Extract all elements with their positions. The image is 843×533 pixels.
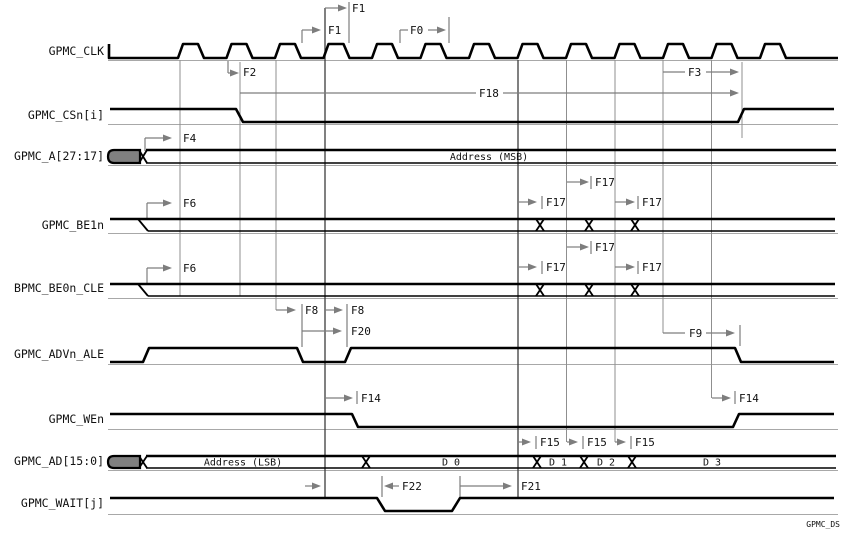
signal-gpmc-be1n-crossover <box>630 218 640 232</box>
timing-param-label: F1 <box>328 24 341 37</box>
timing-param-label: F18 <box>479 87 499 100</box>
dimension-arrowhead <box>569 438 578 446</box>
signal-gpmc-advn-ale <box>110 346 834 364</box>
bus-gpmc-a-unknown-segment <box>106 148 142 165</box>
dimension-arrowhead <box>730 68 739 76</box>
signal-gpmc-be1n-crossover <box>535 218 545 232</box>
timing-param-label: F2 <box>243 66 256 79</box>
timing-param-label: F15 <box>540 436 560 449</box>
dimension-arrowhead <box>312 26 321 34</box>
timing-param-label: F17 <box>546 196 566 209</box>
bus-gpmc-ad-value-label: Address (LSB) <box>204 458 282 469</box>
timing-param-label: F14 <box>361 392 381 405</box>
timing-param-label: F4 <box>183 132 197 145</box>
signal-name-label: GPMC_CLK <box>49 44 104 58</box>
dimension-arrowhead <box>528 198 537 206</box>
timing-param-label: F21 <box>521 480 541 493</box>
signal-name-label: BPMC_BE0n_CLE <box>14 281 104 295</box>
dimension-arrowhead <box>287 306 296 314</box>
dimension-arrowhead <box>163 199 172 207</box>
bus-gpmc-a-crossover <box>138 149 148 164</box>
dimension-arrowhead <box>626 198 635 206</box>
signal-gpmc-wait <box>110 496 834 513</box>
signal-name-label: GPMC_A[27:17] <box>14 149 104 163</box>
dimension-arrowhead <box>384 482 393 490</box>
dimension-arrowhead <box>312 482 321 490</box>
dimension-arrowhead <box>333 327 342 335</box>
bus-gpmc-ad-crossover <box>627 455 637 469</box>
bus-gpmc-ad-crossover <box>361 455 371 469</box>
timing-param-label: F3 <box>688 66 701 79</box>
timing-param-label: F15 <box>635 436 655 449</box>
signal-gpmc-wen <box>110 412 834 429</box>
signal-name-label: GPMC_CSn[i] <box>28 108 104 122</box>
signal-gpmc-csn <box>110 107 834 124</box>
dimension-arrowhead <box>726 329 735 337</box>
timing-param-label: F20 <box>351 325 371 338</box>
timing-param-label: F9 <box>689 327 702 340</box>
signal-gpmc-be0n-cle-crossover <box>535 283 545 297</box>
signal-gpmc-be1n-split <box>137 218 149 232</box>
dimension-arrowhead <box>580 178 589 186</box>
dimension-arrowhead <box>338 4 347 12</box>
timing-param-label: F22 <box>402 480 422 493</box>
timing-param-label: F6 <box>183 197 196 210</box>
bus-gpmc-ad-crossover <box>579 455 589 469</box>
signal-name-label: GPMC_WAIT[j] <box>21 496 104 510</box>
bus-gpmc-ad-value-label: D 3 <box>703 458 721 469</box>
timing-param-label: F8 <box>351 304 364 317</box>
dimension-arrowhead <box>722 394 731 402</box>
dimension-arrowhead <box>730 89 739 97</box>
dimension-arrowhead <box>580 243 589 251</box>
timing-param-label: F0 <box>410 24 423 37</box>
bus-gpmc-ad-crossover <box>138 455 148 469</box>
dimension-arrowhead <box>437 26 446 34</box>
timing-param-label: F17 <box>595 241 615 254</box>
signal-gpmc-be0n-cle-crossover <box>584 283 594 297</box>
bus-gpmc-ad-value-label: D 0 <box>442 458 460 469</box>
dimension-arrowhead <box>626 263 635 271</box>
bus-gpmc-ad-unknown-segment <box>106 454 142 470</box>
signal-name-label: GPMC_AD[15:0] <box>14 454 104 468</box>
timing-param-label: F8 <box>305 304 318 317</box>
dimension-arrowhead <box>503 482 512 490</box>
figure-id-note: GPMC_DS <box>806 520 840 529</box>
dimension-arrowhead <box>617 438 626 446</box>
dimension-arrowhead <box>230 69 239 77</box>
signal-name-label: GPMC_ADVn_ALE <box>14 347 104 361</box>
timing-param-label: F15 <box>587 436 607 449</box>
signal-name-label: GPMC_BE1n <box>42 218 104 232</box>
timing-param-label: F1 <box>352 2 365 15</box>
bus-gpmc-ad-crossover <box>532 455 542 469</box>
signal-gpmc-be1n-crossover <box>584 218 594 232</box>
dimension-arrowhead <box>522 438 531 446</box>
timing-param-label: F17 <box>642 261 662 274</box>
timing-param-label: F6 <box>183 262 196 275</box>
signal-name-label: GPMC_WEn <box>49 412 104 426</box>
signal-gpmc-be0n-cle-crossover <box>630 283 640 297</box>
signal-gpmc-clk <box>107 42 838 60</box>
dimension-arrowhead <box>163 264 172 272</box>
dimension-arrowhead <box>344 394 353 402</box>
timing-param-label: F14 <box>739 392 759 405</box>
dimension-arrowhead <box>334 306 343 314</box>
dimension-arrowhead <box>163 134 172 142</box>
signal-gpmc-be0n-cle-split <box>137 283 149 297</box>
bus-gpmc-ad-value-label: D 2 <box>597 458 615 469</box>
bus-gpmc-ad-value-label: D 1 <box>549 458 567 469</box>
timing-param-label: F17 <box>595 176 615 189</box>
bus-gpmc-a-value-label: Address (MSB) <box>450 152 528 163</box>
timing-param-label: F17 <box>642 196 662 209</box>
dimension-arrowhead <box>528 263 537 271</box>
timing-param-label: F17 <box>546 261 566 274</box>
